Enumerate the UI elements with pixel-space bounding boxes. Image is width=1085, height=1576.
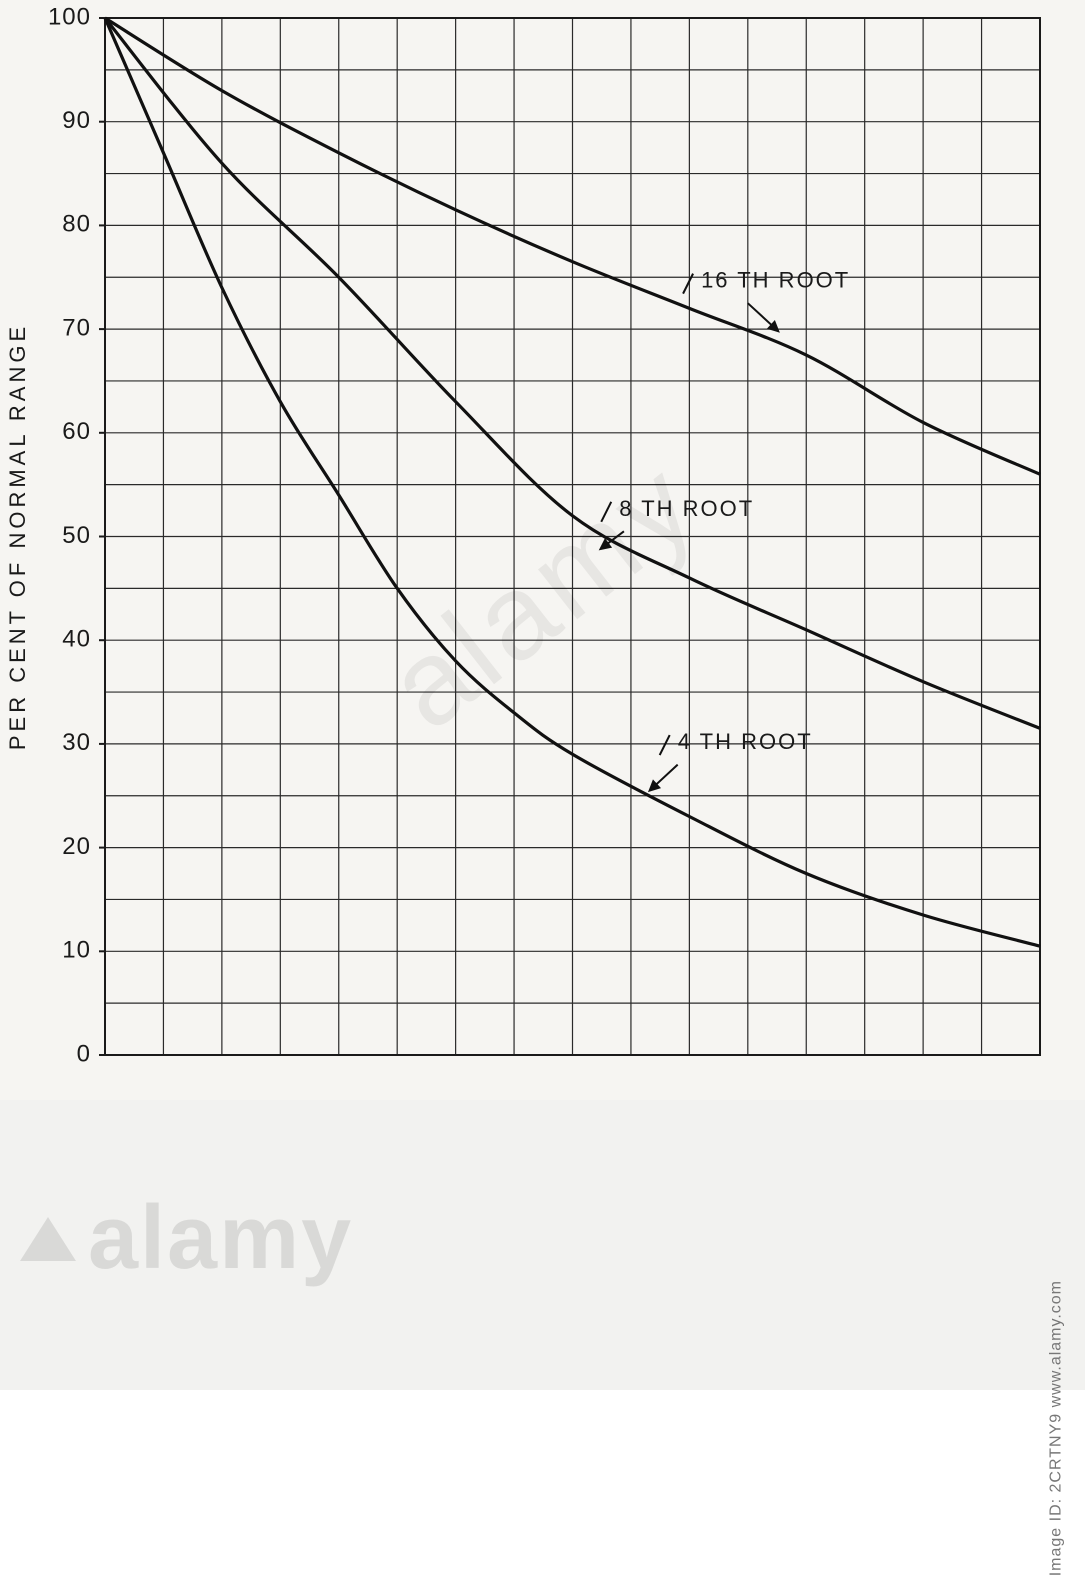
watermark-image-code: Image ID: 2CRTNY9 www.alamy.com — [1047, 1280, 1065, 1576]
chart: 0 10 20 30 40 50 60 70 80 90 100 PER CENT OF NORMAL… — [0, 0, 1085, 1100]
series-label-4th_root: 4 TH ROOT — [678, 729, 813, 754]
ytick-label: 40 — [62, 626, 91, 653]
ytick-label: 30 — [62, 729, 91, 756]
figure-container: 0 10 20 30 40 50 60 70 80 90 100 PER CENT OF NORMAL… — [0, 0, 1085, 1390]
ytick-label: 60 — [62, 418, 91, 445]
ytick-label: 0 — [77, 1040, 91, 1067]
ytick-label: 100 — [48, 3, 91, 30]
ytick-label: 80 — [62, 211, 91, 238]
ytick-label: 10 — [62, 937, 91, 964]
plot-bg — [0, 0, 1085, 1100]
ytick-label: 70 — [62, 314, 91, 341]
y-axis-title: PER CENT OF NORMAL RANGE — [5, 323, 30, 750]
ytick-label: 20 — [62, 833, 91, 860]
watermark-brand-icon — [20, 1217, 76, 1261]
series-label-8th_root: 8 TH ROOT — [619, 496, 754, 521]
ytick-label: 50 — [62, 522, 91, 549]
watermark-brand: alamy — [20, 1187, 353, 1290]
series-label-16th_root: 16 TH ROOT — [701, 268, 850, 293]
watermark-brand-text: alamy — [88, 1187, 353, 1290]
chart-svg: 0 10 20 30 40 50 60 70 80 90 100 PER CENT OF NORMAL… — [0, 0, 1085, 1100]
ytick-label: 90 — [62, 107, 91, 134]
